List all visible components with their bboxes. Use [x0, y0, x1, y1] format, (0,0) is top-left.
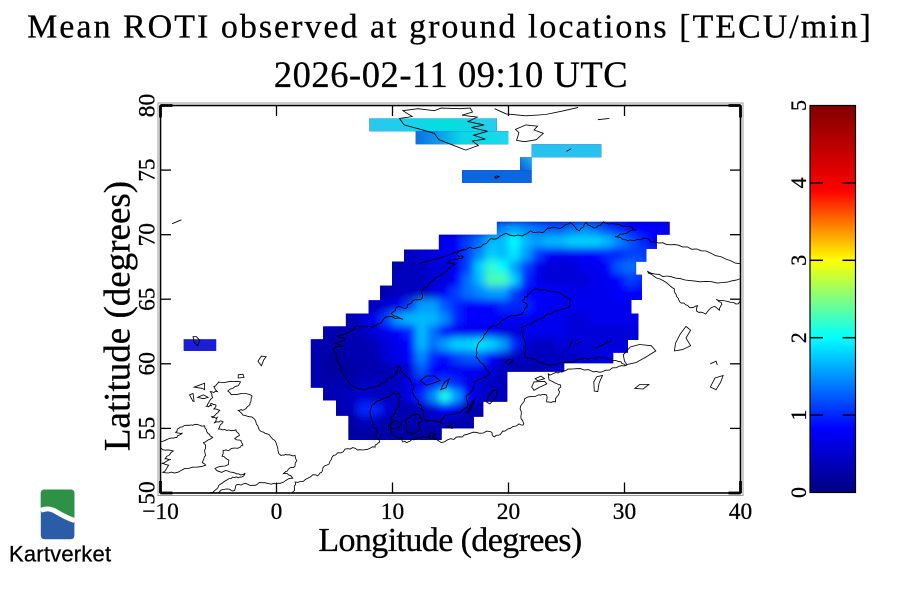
- svg-text:Longitude (degrees): Longitude (degrees): [318, 522, 581, 559]
- svg-text:50: 50: [135, 481, 161, 504]
- svg-text:2026-02-11 09:10 UTC: 2026-02-11 09:10 UTC: [274, 54, 628, 95]
- svg-text:30: 30: [613, 499, 636, 525]
- svg-text:55: 55: [135, 417, 161, 440]
- svg-text:65: 65: [135, 288, 161, 311]
- svg-text:2: 2: [786, 332, 811, 343]
- svg-text:70: 70: [135, 223, 161, 246]
- svg-text:75: 75: [135, 158, 161, 181]
- svg-text:40: 40: [729, 499, 752, 525]
- svg-text:3: 3: [786, 255, 811, 266]
- svg-text:−10: −10: [142, 499, 179, 525]
- svg-text:0: 0: [271, 499, 283, 525]
- svg-text:80: 80: [135, 94, 161, 117]
- svg-text:60: 60: [135, 352, 161, 375]
- svg-text:10: 10: [381, 499, 404, 525]
- svg-text:1: 1: [786, 410, 811, 421]
- svg-text:Mean ROTI observed at ground l: Mean ROTI observed at ground locations […: [27, 9, 873, 46]
- svg-text:0: 0: [786, 487, 811, 498]
- svg-text:Kartverket: Kartverket: [9, 542, 111, 567]
- svg-text:20: 20: [497, 499, 520, 525]
- svg-text:4: 4: [786, 177, 811, 188]
- svg-text:Latitude (degrees): Latitude (degrees): [98, 181, 139, 451]
- svg-text:5: 5: [786, 100, 811, 111]
